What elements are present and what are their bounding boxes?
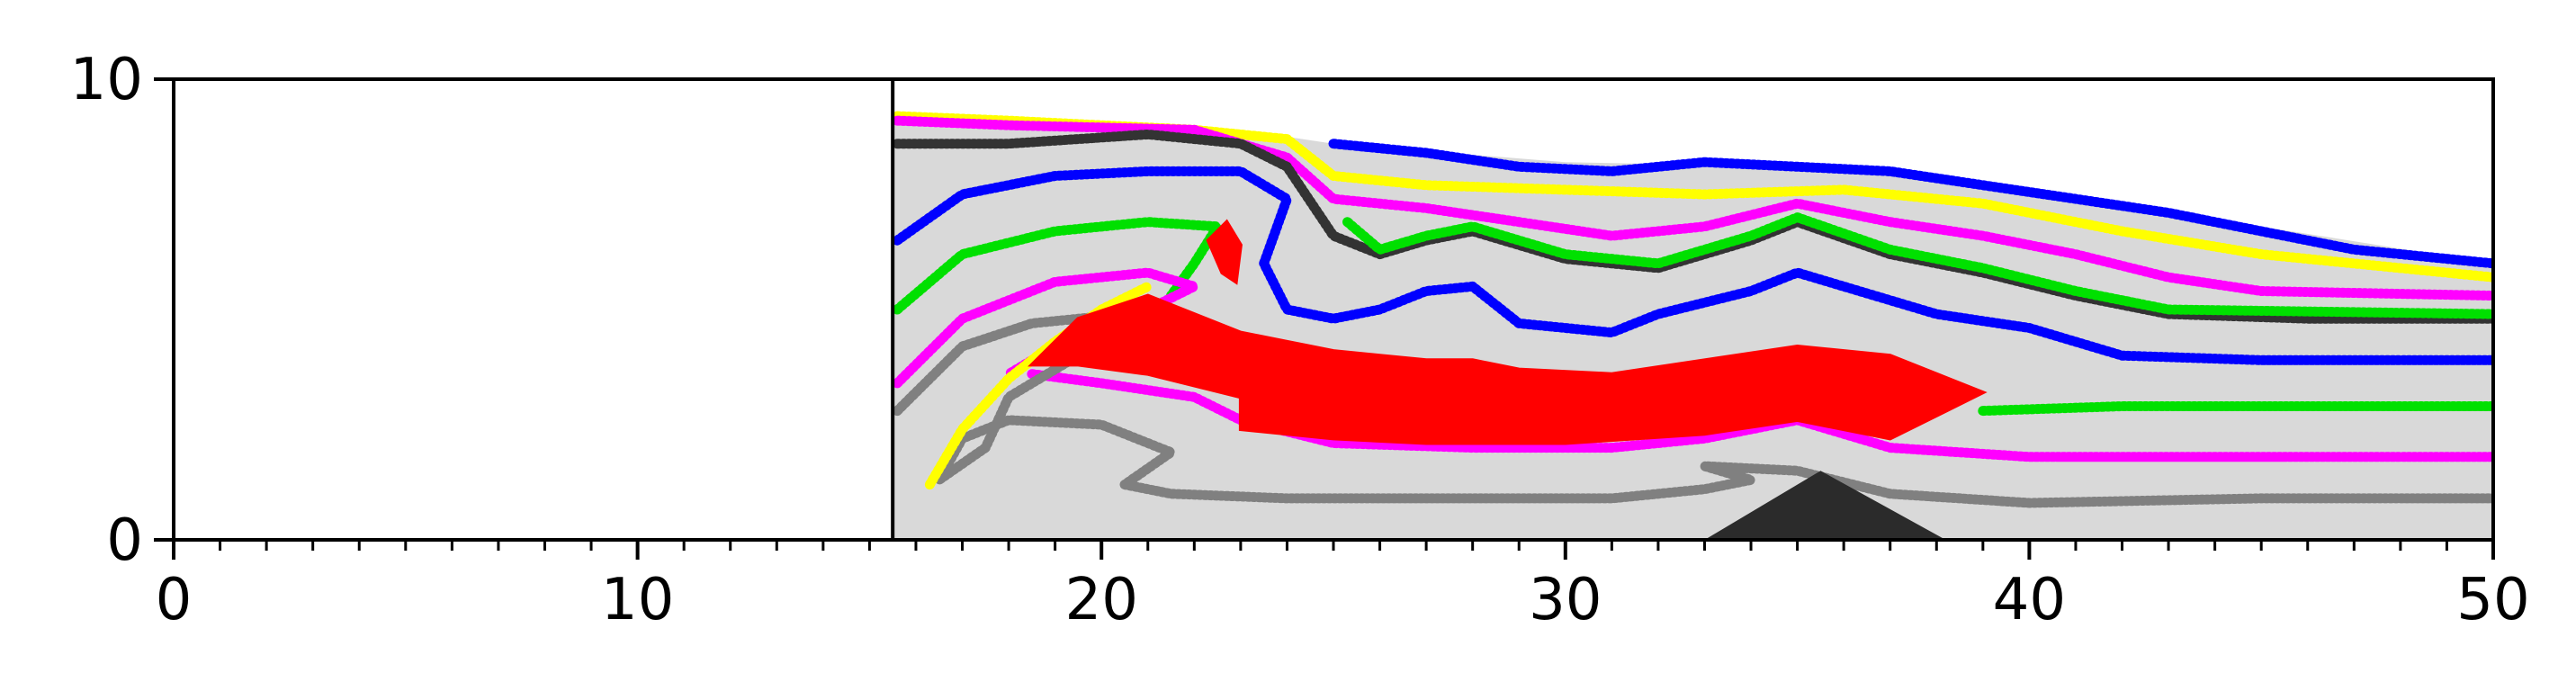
x-axis-tick-labels: 0 10 20 30 40 50 xyxy=(156,567,2530,633)
particle-layers xyxy=(892,111,2493,508)
particle-blob-0 xyxy=(1028,293,1988,445)
particle-layer-9 xyxy=(1027,369,2493,462)
particle-blob-1 xyxy=(1206,219,1243,285)
x-tick-label: 40 xyxy=(1993,567,2066,633)
particle-layer-0 xyxy=(1328,139,2493,269)
x-tick-label: 0 xyxy=(156,567,193,633)
x-axis-ticks xyxy=(172,540,2495,560)
rigid-obstacle xyxy=(1704,471,1946,540)
y-axis-tick-labels: 0 10 xyxy=(70,47,143,574)
plot-area xyxy=(891,79,2493,540)
particle-layer-5 xyxy=(892,166,2493,365)
y-tick-label: 0 xyxy=(106,507,143,574)
y-axis-ticks xyxy=(154,77,174,542)
particle-layer-6 xyxy=(892,217,1223,315)
y-tick-label: 10 xyxy=(70,47,143,113)
x-tick-label: 50 xyxy=(2456,567,2529,633)
particle-layer-7 xyxy=(1978,401,2493,417)
x-tick-label: 30 xyxy=(1529,567,1602,633)
x-tick-label: 10 xyxy=(601,567,674,633)
particle-layer-11 xyxy=(924,281,1153,490)
x-tick-label: 20 xyxy=(1064,567,1137,633)
particle-layer-4 xyxy=(1342,212,2493,319)
